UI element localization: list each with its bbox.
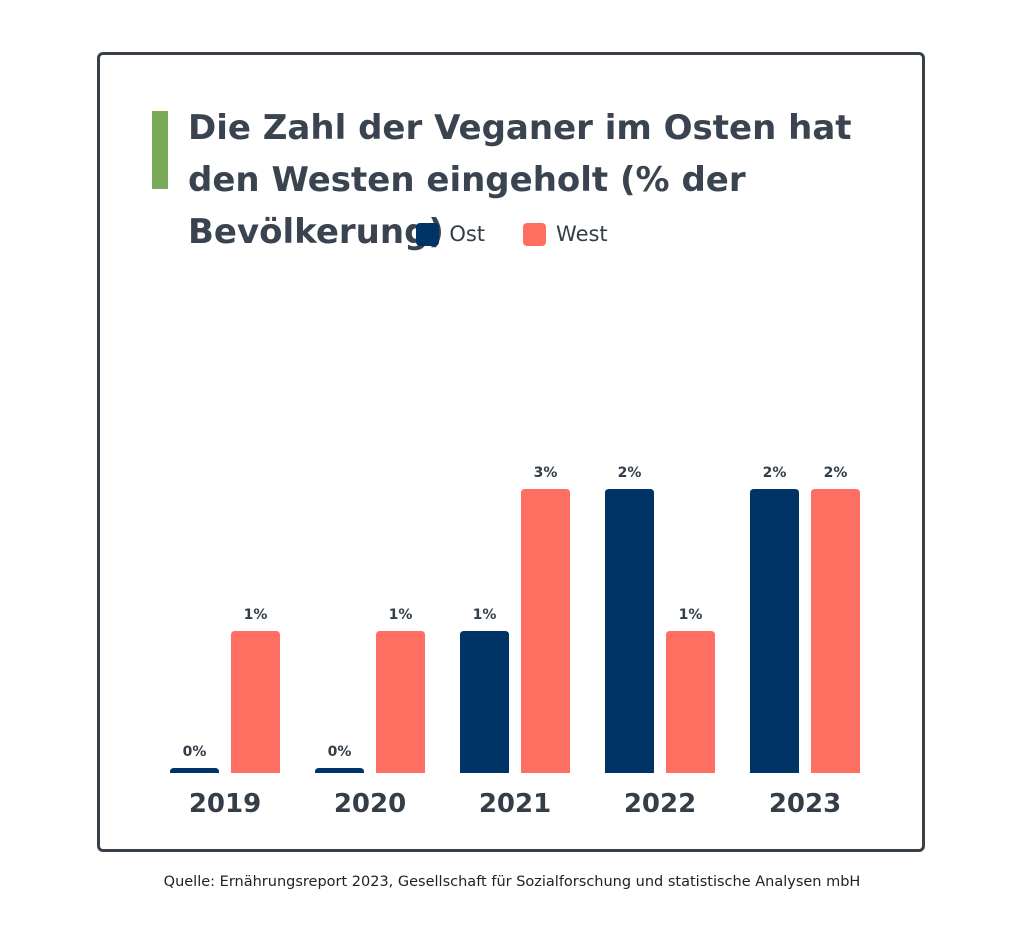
bar-west-2023 [811,489,860,773]
bar-ost-2021 [460,631,509,773]
data-label-west-2019: 1% [244,607,268,623]
bar-west-2020 [376,631,425,773]
x-tick-label-2021: 2021 [479,789,551,819]
chart-frame [97,52,925,852]
data-label-ost-2019: 0% [183,744,207,760]
x-tick-label-2023: 2023 [769,789,841,819]
x-tick-label-2022: 2022 [624,789,696,819]
data-label-west-2022: 1% [679,607,703,623]
bar-west-2019 [231,631,280,773]
source-note: Quelle: Ernährungsreport 2023, Gesellsch… [163,874,861,890]
bar-ost-2023 [750,489,799,773]
bar-west-2021 [521,489,570,773]
x-tick-label-2019: 2019 [189,789,261,819]
legend-item-ost: Ost [416,222,485,246]
x-tick-label-2020: 2020 [334,789,406,819]
data-label-ost-2021: 1% [473,607,497,623]
bar-ost-2022 [605,489,654,773]
data-label-ost-2023: 2% [763,465,787,481]
bar-west-2022 [666,631,715,773]
legend-label-ost: Ost [449,222,486,246]
data-label-west-2020: 1% [389,607,413,623]
legend-swatch-ost [416,222,440,246]
bar-ost-2020 [315,768,364,773]
chart-title: Die Zahl der Veganer im Osten hat den We… [188,108,852,252]
legend: Ost West [0,222,1024,246]
bar-ost-2019 [170,768,219,773]
data-label-west-2021: 3% [534,465,558,481]
title-accent-bar [152,111,168,189]
legend-label-west: West [556,222,608,246]
legend-swatch-west [523,222,547,246]
data-label-west-2023: 2% [824,465,848,481]
legend-item-west: West [523,222,608,246]
data-label-ost-2022: 2% [618,465,642,481]
data-label-ost-2020: 0% [328,744,352,760]
